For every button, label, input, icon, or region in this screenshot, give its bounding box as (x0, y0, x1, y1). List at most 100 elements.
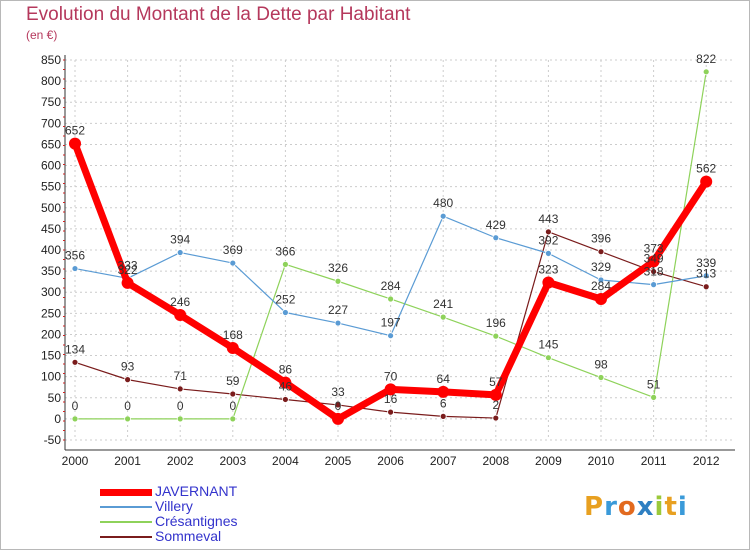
data-label: 0 (72, 399, 79, 413)
x-tick-label: 2003 (219, 454, 246, 468)
data-label: 318 (644, 265, 664, 279)
data-label: 227 (328, 303, 348, 317)
data-label: 369 (223, 243, 243, 257)
data-label: 329 (591, 260, 611, 274)
x-tick-label: 2008 (482, 454, 509, 468)
y-tick-label: 500 (41, 201, 61, 215)
data-label: 0 (124, 399, 131, 413)
data-point (121, 276, 134, 289)
data-label: 134 (65, 342, 85, 356)
data-label: 392 (538, 233, 558, 247)
data-point (229, 415, 237, 423)
x-tick-label: 2009 (535, 454, 562, 468)
data-label: 64 (437, 372, 451, 386)
data-point (647, 255, 660, 268)
data-label: 326 (328, 261, 348, 275)
y-tick-label: 100 (41, 370, 61, 384)
data-point (71, 358, 79, 366)
data-label: 86 (279, 363, 293, 377)
data-label: 70 (384, 369, 398, 383)
legend-item: Sommeval (100, 528, 320, 544)
y-tick-label: 300 (41, 285, 61, 299)
legend-item: Villery (100, 498, 320, 514)
y-tick-label: 400 (41, 243, 61, 257)
data-point (595, 292, 607, 305)
data-label: 93 (121, 360, 135, 374)
legend-label: JAVERNANT (155, 483, 238, 499)
data-point (437, 385, 450, 398)
data-label: 429 (486, 218, 506, 232)
data-label: 652 (65, 124, 85, 138)
data-label: 333 (118, 258, 138, 272)
data-label: 443 (538, 212, 558, 226)
data-point (439, 412, 447, 420)
data-label: 71 (174, 369, 188, 383)
legend-item: JAVERNANT (100, 483, 320, 499)
data-label: 252 (275, 292, 295, 306)
y-tick-label: 800 (41, 74, 61, 88)
data-point (176, 415, 184, 423)
data-point (281, 396, 289, 403)
y-tick-label: 450 (41, 222, 61, 236)
data-label: 46 (279, 379, 293, 393)
data-point (700, 175, 713, 188)
y-tick-label: 250 (41, 306, 61, 320)
legend-swatch (100, 536, 152, 538)
x-tick-label: 2010 (588, 454, 615, 468)
data-point (176, 249, 184, 256)
data-label: 284 (591, 279, 611, 293)
data-label: 6 (440, 396, 447, 410)
chart-subtitle: (en €) (26, 28, 58, 42)
data-point (334, 319, 342, 327)
data-point (71, 265, 79, 272)
data-point (124, 415, 131, 423)
data-point (650, 393, 657, 401)
data-label: 246 (170, 295, 190, 309)
y-tick-label: 550 (41, 180, 61, 194)
data-point (492, 234, 500, 242)
data-point (384, 383, 397, 396)
data-label: 0 (335, 399, 342, 413)
data-point (492, 332, 500, 340)
data-point (229, 259, 237, 267)
data-label: 480 (433, 196, 453, 210)
data-label: 196 (486, 316, 506, 330)
data-label: 822 (696, 52, 716, 66)
x-tick-label: 2011 (641, 454, 667, 468)
data-label: 59 (226, 374, 240, 388)
y-tick-label: 0 (54, 412, 61, 426)
data-point (597, 248, 605, 256)
data-point (124, 376, 131, 384)
legend-label: Sommeval (155, 528, 222, 544)
legend-swatch (100, 488, 152, 496)
data-point (69, 137, 81, 150)
data-point (332, 412, 344, 425)
data-point (387, 295, 395, 303)
x-tick-label: 2012 (693, 454, 720, 468)
y-tick-label: -50 (44, 433, 62, 447)
y-tick-label: 850 (41, 53, 61, 67)
x-tick-label: 2007 (430, 454, 457, 468)
legend-swatch (100, 521, 152, 523)
y-tick-label: 750 (41, 95, 61, 109)
legend-label: Crésantignes (155, 513, 238, 529)
data-point (71, 415, 79, 423)
data-point (492, 414, 500, 422)
data-label: 0 (177, 399, 184, 413)
data-label: 2 (492, 398, 499, 412)
data-point (545, 228, 552, 236)
y-tick-label: 50 (48, 391, 62, 405)
data-point (545, 354, 552, 362)
legend-swatch (100, 506, 152, 508)
x-tick-label: 2002 (167, 454, 194, 468)
data-label: 339 (696, 256, 716, 270)
data-point (334, 277, 342, 285)
data-point (226, 341, 239, 354)
y-tick-label: 600 (41, 159, 61, 173)
data-point (489, 388, 502, 401)
data-point (702, 68, 710, 76)
data-point (650, 268, 657, 275)
data-point (281, 260, 289, 268)
data-label: 313 (696, 267, 716, 281)
